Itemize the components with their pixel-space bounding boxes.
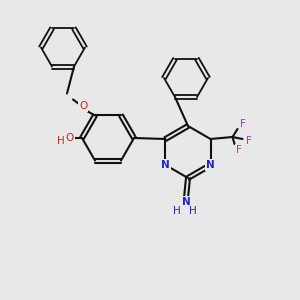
Text: F: F xyxy=(246,136,251,146)
Text: O: O xyxy=(66,133,74,143)
Text: F: F xyxy=(236,145,242,155)
Text: N: N xyxy=(161,160,170,170)
Text: H: H xyxy=(189,206,197,216)
Text: H: H xyxy=(173,206,181,216)
Text: O: O xyxy=(79,101,87,112)
Text: F: F xyxy=(240,119,245,129)
Text: N: N xyxy=(206,160,215,170)
Text: H: H xyxy=(57,136,65,146)
Text: N: N xyxy=(182,197,190,207)
